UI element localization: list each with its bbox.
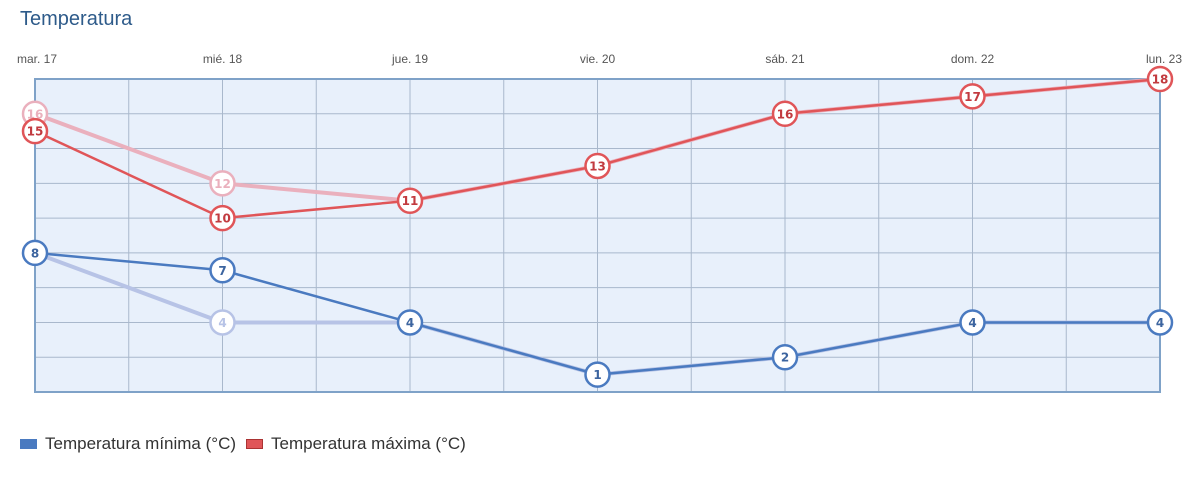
data-label: 17 (964, 90, 981, 104)
previous-point-label: 4 (218, 316, 226, 330)
data-point (396, 309, 424, 336)
previous-point-label: 16 (27, 107, 44, 121)
x-tick-label: sáb. 21 (765, 52, 805, 66)
previous-point (209, 309, 236, 336)
legend-label-max: Temperatura máxima (°C) (271, 434, 466, 453)
data-label: 4 (406, 316, 414, 330)
previous-point (209, 170, 236, 197)
line-chart: mar. 17 mié. 18 jue. 19 vie. 20 sáb. 21 dom. … (17, 52, 1182, 393)
data-point (209, 204, 236, 232)
data-label: 11 (402, 194, 419, 208)
data-point (396, 187, 424, 214)
x-tick-label: mar. 17 (17, 52, 57, 66)
x-tick-label: dom. 22 (951, 52, 995, 66)
data-label: 16 (777, 107, 794, 121)
data-label: 1 (593, 368, 601, 382)
chart-title: Temperatura (20, 8, 133, 30)
data-point (959, 309, 986, 336)
x-tick-label: lun. 23 (1146, 52, 1182, 66)
data-point (209, 257, 236, 284)
data-label: 7 (218, 264, 226, 278)
x-tick-label: vie. 20 (580, 52, 616, 66)
data-point (771, 100, 799, 128)
legend-swatch-min (20, 439, 37, 449)
data-label: 18 (1152, 73, 1169, 87)
data-label: 13 (589, 159, 606, 173)
data-point (584, 361, 611, 388)
data-point (1146, 309, 1174, 336)
legend-item-min[interactable]: Temperatura mínima (°C) (20, 434, 236, 454)
previous-point-label: 12 (214, 177, 231, 191)
data-point (959, 83, 986, 110)
x-tick-label: mié. 18 (203, 52, 243, 66)
data-point (21, 117, 49, 145)
legend: Temperatura mínima (°C) Temperatura máxi… (20, 434, 476, 454)
data-label: 15 (27, 125, 44, 139)
legend-item-max[interactable]: Temperatura máxima (°C) (246, 434, 466, 454)
data-point (1146, 65, 1174, 93)
data-point (584, 152, 611, 180)
data-point (771, 343, 799, 371)
legend-label-min: Temperatura mínima (°C) (45, 434, 237, 453)
data-label: 2 (781, 351, 789, 365)
legend-swatch-max (246, 439, 264, 449)
data-label: 10 (214, 212, 231, 226)
plot-border (34, 78, 1161, 393)
x-tick-label: jue. 19 (391, 52, 428, 66)
data-label: 4 (1156, 316, 1164, 330)
data-label: 8 (31, 246, 39, 260)
data-label: 4 (968, 316, 976, 330)
data-point (21, 239, 49, 267)
